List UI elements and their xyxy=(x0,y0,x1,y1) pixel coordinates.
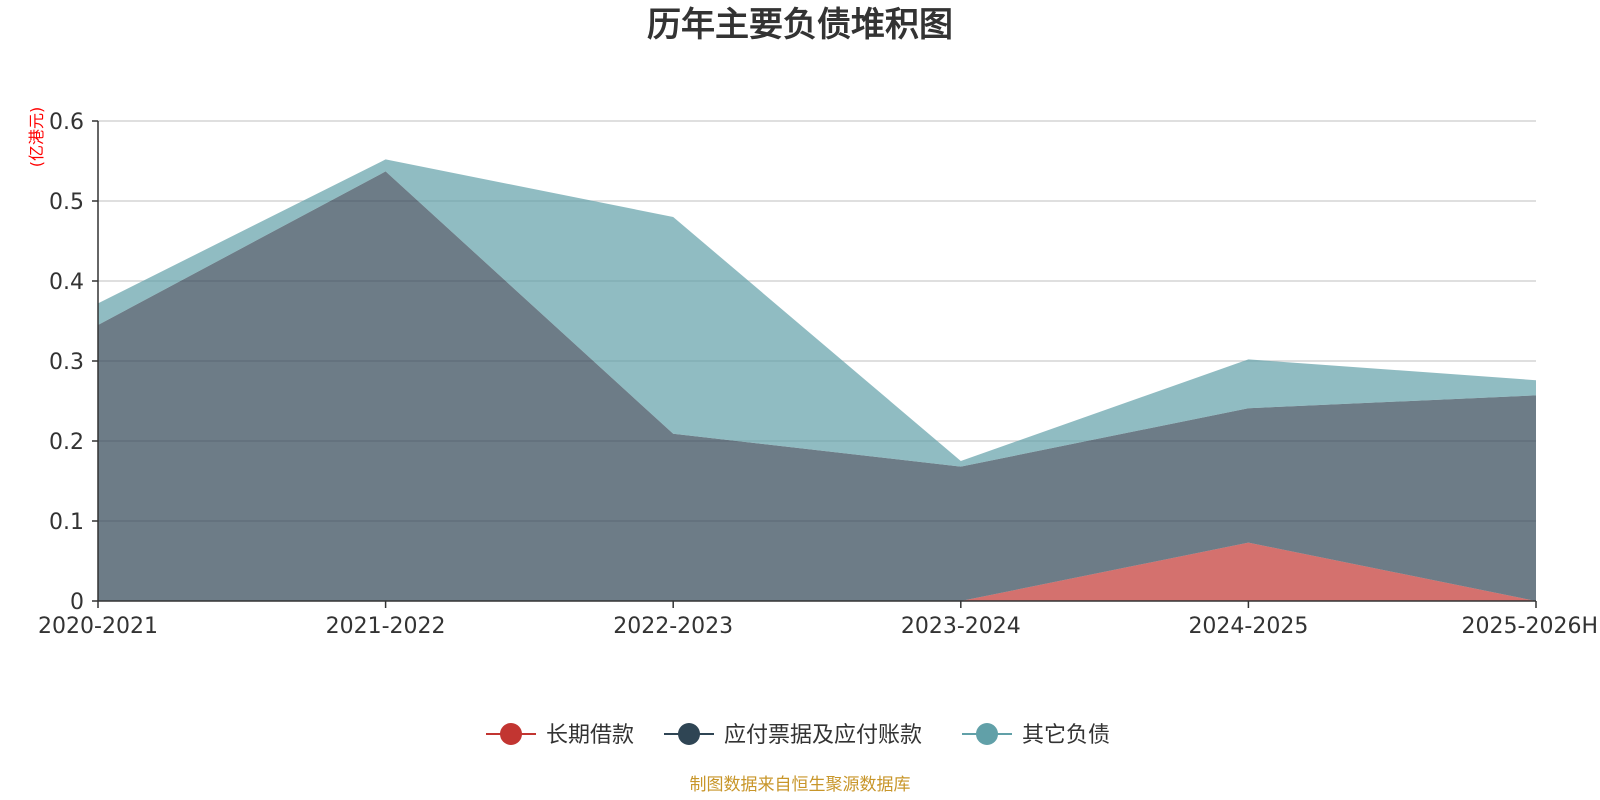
legend-item-1[interactable]: 应付票据及应付账款 xyxy=(664,723,922,748)
y-tick-label-4: 0.4 xyxy=(49,270,84,295)
y-axis-unit-label: (亿港元) xyxy=(27,107,46,168)
y-tick-label-1: 0.1 xyxy=(49,510,84,535)
legend-label: 长期借款 xyxy=(546,723,634,748)
y-tick-label-5: 0.5 xyxy=(49,190,84,215)
y-axis-ticks: 0 0.1 0.2 0.3 0.4 0.5 0.6 xyxy=(49,110,98,615)
x-axis-ticks: 2020-2021 2021-2022 2022-2023 2023-2024 2024… xyxy=(38,601,1598,639)
x-tick-label-3: 2023-2024 xyxy=(901,614,1021,639)
legend-marker-icon xyxy=(678,723,700,745)
x-tick-label-5: 2025-2026H xyxy=(1462,614,1598,639)
area-series xyxy=(98,159,1536,601)
x-tick-label-2: 2022-2023 xyxy=(613,614,733,639)
legend-label: 其它负债 xyxy=(1022,723,1110,748)
x-tick-label-4: 2024-2025 xyxy=(1188,614,1308,639)
y-tick-label-0: 0 xyxy=(70,590,84,615)
legend-item-0[interactable]: 长期借款 xyxy=(486,723,634,748)
y-tick-label-6: 0.6 xyxy=(49,110,84,135)
x-tick-label-0: 2020-2021 xyxy=(38,614,158,639)
legend-marker-icon xyxy=(976,723,998,745)
y-tick-label-3: 0.3 xyxy=(49,350,84,375)
x-tick-label-1: 2021-2022 xyxy=(326,614,446,639)
area-series-1 xyxy=(98,171,1536,601)
source-note: 制图数据来自恒生聚源数据库 xyxy=(690,775,911,795)
legend-label: 应付票据及应付账款 xyxy=(724,723,922,748)
area-series-2 xyxy=(98,159,1536,467)
legend-marker-icon xyxy=(500,723,522,745)
legend-item-2[interactable]: 其它负债 xyxy=(962,723,1110,748)
legend: 长期借款 应付票据及应付账款 其它负债 xyxy=(486,723,1110,748)
area-series-0 xyxy=(98,542,1536,601)
y-tick-label-2: 0.2 xyxy=(49,430,84,455)
chart-title: 历年主要负债堆积图 xyxy=(647,5,953,45)
